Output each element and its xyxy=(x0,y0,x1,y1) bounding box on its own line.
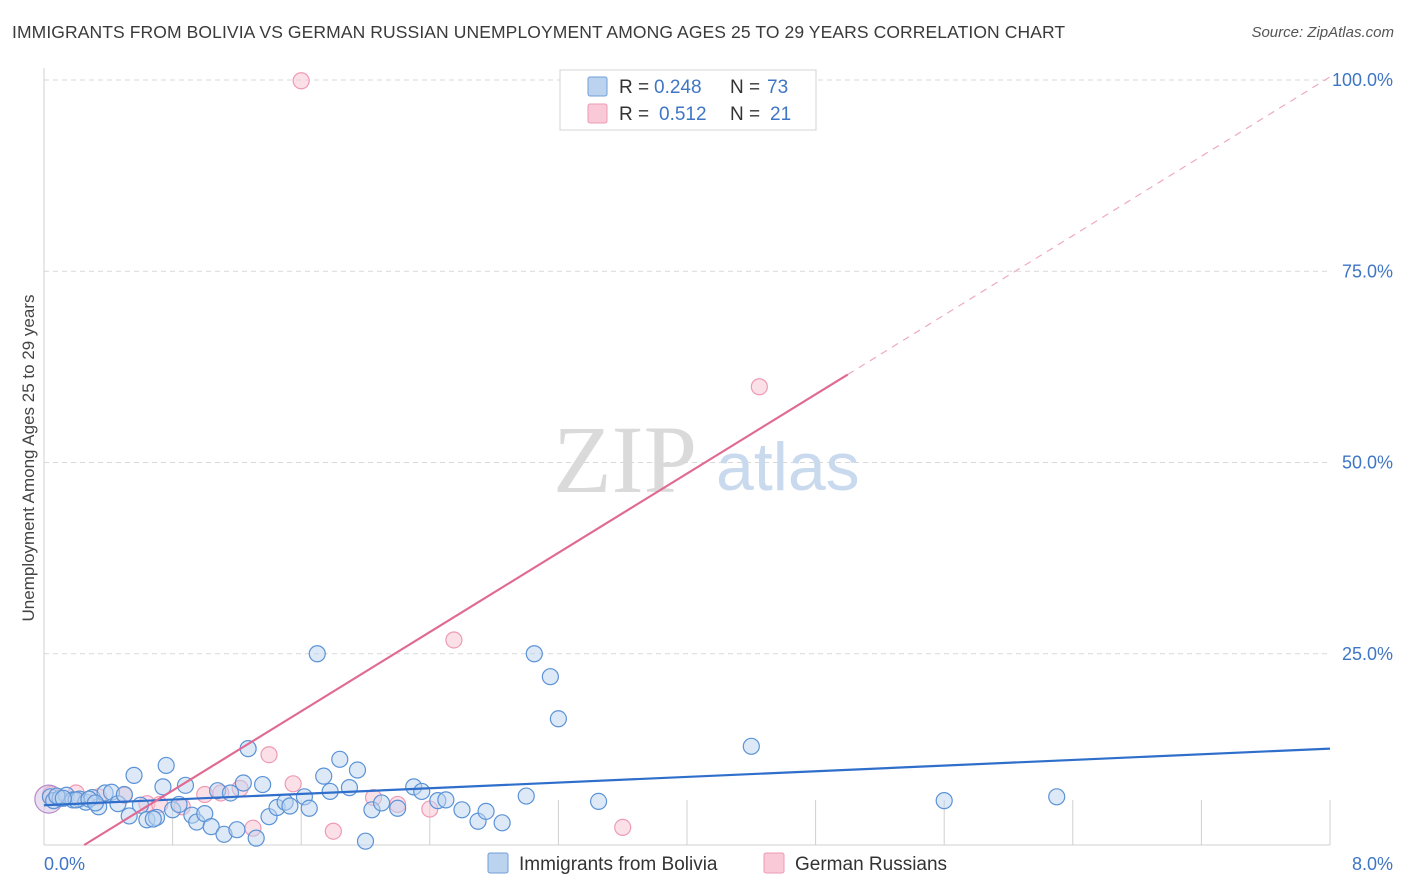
legend-n-value-2: 21 xyxy=(770,104,791,125)
point-immigrants-from-bolivia xyxy=(157,756,175,775)
point-immigrants-from-bolivia xyxy=(437,791,455,809)
point-immigrants-from-bolivia xyxy=(541,668,559,686)
x-axis-ticks: 0.0% 8.0% xyxy=(44,854,1393,874)
point-immigrants-from-bolivia xyxy=(549,710,568,728)
bottom-legend-swatch-bolivia xyxy=(487,852,509,874)
point-immigrants-from-bolivia xyxy=(453,801,471,819)
x-tick-label: 0.0% xyxy=(44,854,85,874)
point-immigrants-from-bolivia xyxy=(331,750,349,768)
point-german-russians xyxy=(750,378,768,396)
point-immigrants-from-bolivia xyxy=(228,821,246,839)
point-immigrants-from-bolivia xyxy=(234,774,252,792)
chart-title: IMMIGRANTS FROM BOLIVIA VS GERMAN RUSSIA… xyxy=(12,22,1066,42)
bottom-legend-label-bolivia: Immigrants from Bolivia xyxy=(519,854,718,875)
point-immigrants-from-bolivia xyxy=(493,814,511,832)
legend-n-label-2: N = xyxy=(730,104,760,125)
point-german-russians xyxy=(614,818,632,837)
point-immigrants-from-bolivia xyxy=(315,767,333,785)
bottom-legend: Immigrants from Bolivia German Russians xyxy=(487,852,947,875)
point-immigrants-from-bolivia xyxy=(1048,788,1066,806)
y-axis-ticks: 25.0% 50.0% 75.0% 100.0% xyxy=(1332,70,1393,664)
x-tick-label: 8.0% xyxy=(1352,854,1393,874)
point-immigrants-from-bolivia xyxy=(54,789,72,807)
y-axis-label: Unemployment Among Ages 25 to 29 years xyxy=(19,295,38,622)
legend-r-value-1: 0.248 xyxy=(654,77,702,98)
trend-line-german xyxy=(83,373,849,846)
y-tick-label: 100.0% xyxy=(1332,70,1393,90)
watermark-atlas: atlas xyxy=(716,429,860,505)
trend-lines xyxy=(43,76,1331,846)
legend-swatch-german xyxy=(587,103,608,124)
y-tick-label: 25.0% xyxy=(1342,644,1393,664)
point-immigrants-from-bolivia xyxy=(125,766,143,784)
legend-r-label-2: R = xyxy=(619,104,649,125)
bottom-legend-label-german: German Russians xyxy=(795,854,947,875)
point-immigrants-from-bolivia xyxy=(517,787,535,805)
legend-n-label-1: N = xyxy=(730,77,760,98)
point-immigrants-from-bolivia xyxy=(340,779,359,797)
legend-r-label-1: R = xyxy=(619,77,649,98)
point-immigrants-from-bolivia xyxy=(413,782,431,801)
point-immigrants-from-bolivia xyxy=(589,792,608,810)
bottom-legend-swatch-german xyxy=(763,852,785,874)
legend-r-value-2: 0.512 xyxy=(659,104,707,125)
y-tick-label: 75.0% xyxy=(1342,261,1393,281)
watermark-zip: ZIP xyxy=(553,406,697,513)
point-immigrants-from-bolivia xyxy=(477,802,495,820)
point-immigrants-from-bolivia xyxy=(154,778,172,796)
legend-box: R = 0.248 N = 73 R = 0.512 N = 21 xyxy=(559,69,817,131)
point-immigrants-from-bolivia xyxy=(742,737,760,755)
source-label: Source: ZipAtlas.com xyxy=(1251,24,1394,41)
point-immigrants-from-bolivia xyxy=(308,645,326,663)
point-immigrants-from-bolivia xyxy=(525,645,543,663)
point-german-russians xyxy=(260,746,278,764)
point-immigrants-from-bolivia xyxy=(356,832,375,850)
point-immigrants-from-bolivia xyxy=(300,799,318,817)
y-tick-label: 50.0% xyxy=(1342,453,1393,473)
point-immigrants-from-bolivia xyxy=(389,799,407,817)
point-german-russians xyxy=(445,631,463,649)
point-immigrants-from-bolivia xyxy=(348,761,367,779)
point-immigrants-from-bolivia xyxy=(372,794,391,812)
point-german-russians xyxy=(284,775,302,793)
point-immigrants-from-bolivia xyxy=(202,818,220,836)
point-immigrants-from-bolivia xyxy=(935,792,953,810)
point-german-russians xyxy=(324,822,342,840)
point-immigrants-from-bolivia xyxy=(254,775,272,794)
legend-swatch-bolivia xyxy=(587,76,608,97)
watermark: ZIP atlas xyxy=(553,406,860,513)
point-german-russians xyxy=(292,72,310,90)
point-immigrants-from-bolivia xyxy=(115,785,133,804)
trend-line-bolivia xyxy=(43,747,1331,807)
point-immigrants-from-bolivia xyxy=(247,829,265,847)
trend-line-german-extension xyxy=(847,76,1331,376)
point-immigrants-from-bolivia xyxy=(144,810,162,828)
point-immigrants-from-bolivia xyxy=(281,797,299,815)
series-immigrants-from-bolivia xyxy=(41,645,1066,850)
legend-n-value-1: 73 xyxy=(767,77,788,98)
